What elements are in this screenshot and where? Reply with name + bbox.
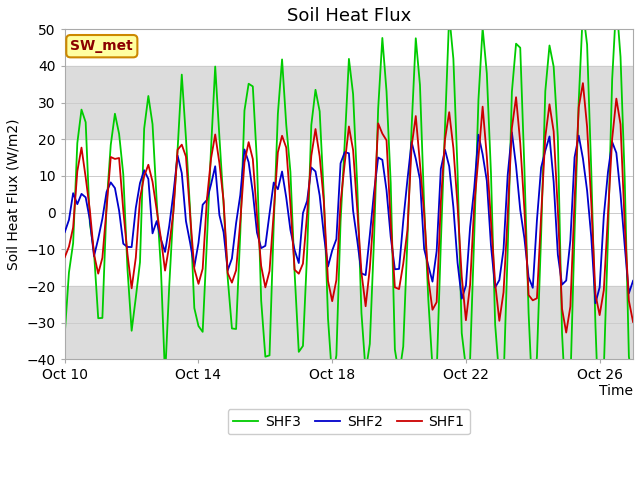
SHF1 [579,80,587,86]
SHF3 [312,87,319,93]
SHF3 [612,0,620,4]
Line: SHF1: SHF1 [65,83,633,333]
SHF3 [270,222,278,228]
SHF1 [629,319,637,325]
SHF2 [629,278,637,284]
SHF1 [312,126,319,132]
SHF2 [270,180,278,185]
Text: SW_met: SW_met [70,39,133,53]
SHF1 [270,210,278,216]
Legend: SHF3, SHF2, SHF1: SHF3, SHF2, SHF1 [228,409,470,434]
SHF1 [412,113,420,119]
Bar [65,66,633,139]
SHF3 [629,387,637,393]
SHF3 [596,438,604,444]
SHF1 [563,330,570,336]
SHF2 [500,247,508,252]
SHF2 [591,300,599,306]
Y-axis label: Soil Heat Flux (W/m2): Soil Heat Flux (W/m2) [7,119,21,270]
SHF3 [257,298,265,303]
X-axis label: Time: Time [599,384,633,398]
Title: Soil Heat Flux: Soil Heat Flux [287,7,411,25]
SHF2 [412,156,420,162]
SHF1 [257,263,265,269]
SHF1 [61,254,68,260]
SHF3 [140,126,148,132]
SHF3 [61,331,68,336]
SHF2 [140,168,148,173]
SHF3 [500,379,508,384]
SHF2 [257,245,265,251]
Bar [65,286,633,360]
Line: SHF3: SHF3 [65,1,633,441]
SHF2 [312,168,319,174]
SHF1 [500,289,508,295]
SHF1 [140,173,148,179]
SHF3 [412,36,420,41]
SHF2 [508,130,516,135]
Line: SHF2: SHF2 [65,132,633,303]
SHF2 [61,229,68,235]
